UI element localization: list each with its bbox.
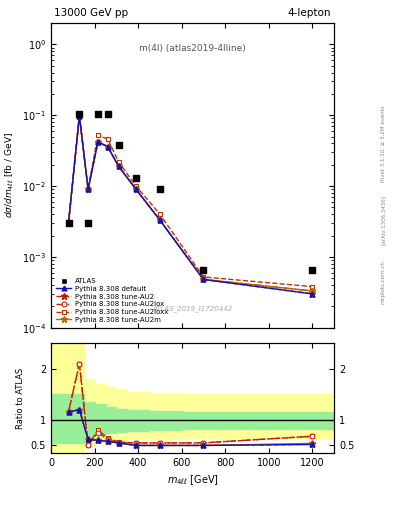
ATLAS (116, 141, 122, 149)
Pythia 8.308 tune-AU2lox (116, 163, 121, 169)
ATLAS (309, 266, 316, 274)
Pythia 8.308 tune-AU2m (134, 186, 138, 193)
Pythia 8.308 tune-AU2 (86, 186, 90, 193)
Pythia 8.308 tune-AU2 (310, 291, 315, 297)
Text: [arXiv:1306.3436]: [arXiv:1306.3436] (381, 195, 386, 245)
ATLAS (76, 110, 83, 118)
Line: Pythia 8.308 tune-AU2m: Pythia 8.308 tune-AU2m (65, 113, 316, 294)
Pythia 8.308 default (105, 143, 110, 150)
Y-axis label: $d\sigma/dm_{4\ell\ell}\ \mathsf{[fb\ /\ GeV]}$: $d\sigma/dm_{4\ell\ell}\ \mathsf{[fb\ /\… (4, 133, 17, 218)
Pythia 8.308 tune-AU2 (105, 143, 110, 150)
Pythia 8.308 tune-AU2lox (134, 186, 138, 193)
Pythia 8.308 default (310, 291, 315, 297)
Pythia 8.308 default (116, 163, 121, 169)
ATLAS (133, 174, 139, 182)
Pythia 8.308 tune-AU2 (158, 217, 162, 223)
Pythia 8.308 tune-AU2 (95, 139, 100, 145)
Pythia 8.308 default (66, 220, 71, 226)
Pythia 8.308 tune-AU2m (158, 217, 162, 223)
Line: Pythia 8.308 default: Pythia 8.308 default (66, 113, 315, 296)
Pythia 8.308 tune-AU2m (66, 220, 71, 226)
ATLAS (95, 110, 101, 118)
Pythia 8.308 tune-AU2loxx (86, 186, 90, 193)
Pythia 8.308 tune-AU2m (95, 139, 100, 145)
Pythia 8.308 tune-AU2 (66, 220, 71, 226)
Pythia 8.308 default (201, 276, 206, 283)
Pythia 8.308 default (158, 217, 162, 223)
Pythia 8.308 tune-AU2m (116, 163, 121, 169)
Pythia 8.308 tune-AU2 (77, 113, 82, 119)
ATLAS (65, 219, 72, 227)
Pythia 8.308 tune-AU2m (86, 186, 90, 193)
Text: mcplots.cern.ch: mcplots.cern.ch (381, 260, 386, 304)
Pythia 8.308 tune-AU2loxx (105, 136, 110, 142)
Pythia 8.308 tune-AU2loxx (201, 274, 206, 280)
Line: Pythia 8.308 tune-AU2: Pythia 8.308 tune-AU2 (65, 113, 316, 297)
ATLAS (85, 219, 91, 227)
Pythia 8.308 tune-AU2loxx (116, 159, 121, 165)
Y-axis label: Ratio to ATLAS: Ratio to ATLAS (16, 368, 25, 429)
ATLAS (157, 185, 163, 194)
Line: Pythia 8.308 tune-AU2loxx: Pythia 8.308 tune-AU2loxx (66, 113, 315, 289)
Pythia 8.308 tune-AU2loxx (66, 220, 71, 226)
Text: Rivet 3.1.10, ≥ 3.2M events: Rivet 3.1.10, ≥ 3.2M events (381, 105, 386, 182)
Pythia 8.308 tune-AU2m (105, 143, 110, 150)
Pythia 8.308 default (86, 186, 90, 193)
Pythia 8.308 tune-AU2loxx (77, 112, 82, 118)
Pythia 8.308 tune-AU2loxx (158, 211, 162, 217)
Pythia 8.308 tune-AU2lox (95, 139, 100, 145)
Pythia 8.308 tune-AU2 (201, 276, 206, 283)
Text: ATLAS_2019_I1720442: ATLAS_2019_I1720442 (152, 306, 233, 312)
Pythia 8.308 tune-AU2lox (66, 220, 71, 226)
ATLAS (200, 266, 207, 274)
Legend: ATLAS, Pythia 8.308 default, Pythia 8.308 tune-AU2, Pythia 8.308 tune-AU2lox, Py: ATLAS, Pythia 8.308 default, Pythia 8.30… (55, 277, 169, 324)
Pythia 8.308 tune-AU2 (116, 163, 121, 169)
Pythia 8.308 tune-AU2lox (77, 113, 82, 119)
Text: m(4l) (atlas2019-4lline): m(4l) (atlas2019-4lline) (139, 45, 246, 53)
Pythia 8.308 tune-AU2lox (105, 143, 110, 150)
Pythia 8.308 tune-AU2m (201, 276, 206, 283)
Pythia 8.308 tune-AU2m (77, 113, 82, 119)
Text: 13000 GeV pp: 13000 GeV pp (54, 9, 128, 18)
Pythia 8.308 tune-AU2lox (201, 276, 206, 283)
Pythia 8.308 tune-AU2lox (86, 186, 90, 193)
Pythia 8.308 tune-AU2m (310, 288, 315, 294)
Line: Pythia 8.308 tune-AU2lox: Pythia 8.308 tune-AU2lox (66, 113, 315, 293)
Pythia 8.308 tune-AU2loxx (95, 132, 100, 138)
ATLAS (105, 110, 111, 118)
Pythia 8.308 tune-AU2lox (310, 288, 315, 294)
Pythia 8.308 default (95, 139, 100, 145)
Text: 4-lepton: 4-lepton (288, 9, 331, 18)
Pythia 8.308 default (134, 186, 138, 193)
Pythia 8.308 tune-AU2 (134, 186, 138, 193)
Pythia 8.308 tune-AU2loxx (134, 183, 138, 189)
X-axis label: $m_{4\ell\ell}\ \mathsf{[GeV]}$: $m_{4\ell\ell}\ \mathsf{[GeV]}$ (167, 474, 219, 487)
Pythia 8.308 default (77, 113, 82, 119)
Pythia 8.308 tune-AU2lox (158, 217, 162, 223)
Pythia 8.308 tune-AU2loxx (310, 284, 315, 290)
